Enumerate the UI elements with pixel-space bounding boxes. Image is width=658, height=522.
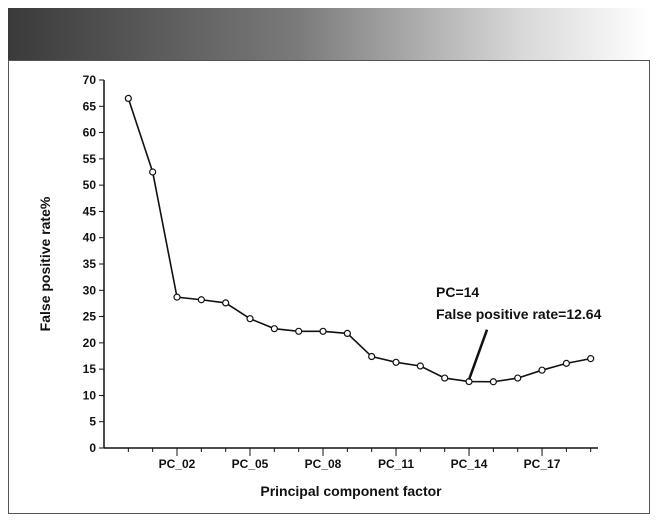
- annotation-pointer: [467, 329, 489, 380]
- data-point: [538, 366, 546, 374]
- y-tick-label: 20: [83, 336, 97, 350]
- y-tick-label: 50: [83, 178, 97, 192]
- data-point: [416, 362, 424, 370]
- data-point: [587, 355, 595, 363]
- y-tick-label: 60: [83, 126, 97, 140]
- x-tick-label: PC_05: [232, 457, 269, 471]
- data-point: [173, 293, 181, 301]
- y-tick-label: 35: [83, 257, 97, 271]
- y-axis-ticks: 0 5 10 15 20 25 30 35 40 45 50 55 60 65 70: [83, 73, 104, 455]
- axes: [103, 80, 598, 449]
- y-tick-label: 0: [89, 441, 96, 455]
- data-point: [222, 299, 230, 307]
- x-tick-label: PC_14: [451, 457, 488, 471]
- y-tick-label: 70: [83, 73, 97, 87]
- x-axis-ticks: PC_02 PC_05 PC_08 PC_11 PC_14 PC_17: [127, 448, 592, 471]
- data-point: [392, 358, 400, 366]
- data-point: [319, 327, 327, 335]
- data-point: [489, 378, 497, 386]
- y-tick-label: 30: [83, 283, 97, 297]
- x-tick-label: PC_08: [305, 457, 342, 471]
- data-point: [270, 325, 278, 333]
- data-point: [562, 359, 570, 367]
- data-point: [368, 352, 376, 361]
- y-tick-label: 15: [83, 362, 97, 376]
- data-point: [514, 374, 522, 382]
- annotation-text: False positive rate=12.64: [436, 306, 602, 322]
- data-point: [246, 315, 254, 323]
- series-group: [124, 94, 595, 386]
- data-point: [441, 374, 449, 382]
- y-tick-label: 10: [83, 388, 97, 402]
- y-tick-label: 55: [83, 152, 97, 166]
- data-point: [343, 329, 351, 337]
- y-tick-label: 5: [89, 415, 96, 429]
- y-tick-label: 25: [83, 310, 97, 324]
- data-point: [149, 168, 157, 176]
- data-point: [295, 327, 303, 335]
- chart-frame: [8, 60, 650, 514]
- y-tick-label: 65: [83, 99, 97, 113]
- header-banner: [8, 8, 650, 60]
- y-axis-title: False positive rate%: [37, 196, 53, 331]
- annotation-group: PC=14 False positive rate=12.64: [436, 284, 602, 380]
- x-tick-label: PC_02: [159, 457, 196, 471]
- data-point: [197, 296, 205, 304]
- series-line: [127, 98, 591, 383]
- x-axis-title: Principal component factor: [260, 483, 442, 499]
- x-tick-label: PC_17: [524, 457, 561, 471]
- data-point: [124, 94, 132, 103]
- y-tick-label: 40: [83, 231, 97, 245]
- annotation-text: PC=14: [436, 284, 479, 300]
- y-tick-label: 45: [83, 204, 97, 218]
- x-tick-label: PC_11: [378, 457, 414, 471]
